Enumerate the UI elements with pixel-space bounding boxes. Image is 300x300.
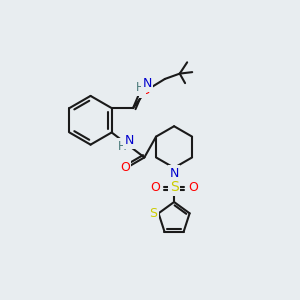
Text: O: O (140, 84, 150, 97)
Text: N: N (169, 167, 179, 180)
Text: O: O (188, 181, 198, 194)
Text: H: H (118, 140, 126, 153)
Text: O: O (120, 161, 130, 174)
Text: S: S (170, 180, 178, 194)
Text: H: H (136, 81, 144, 94)
Text: N: N (142, 77, 152, 90)
Text: S: S (149, 207, 158, 220)
Text: N: N (124, 134, 134, 147)
Text: O: O (150, 181, 160, 194)
